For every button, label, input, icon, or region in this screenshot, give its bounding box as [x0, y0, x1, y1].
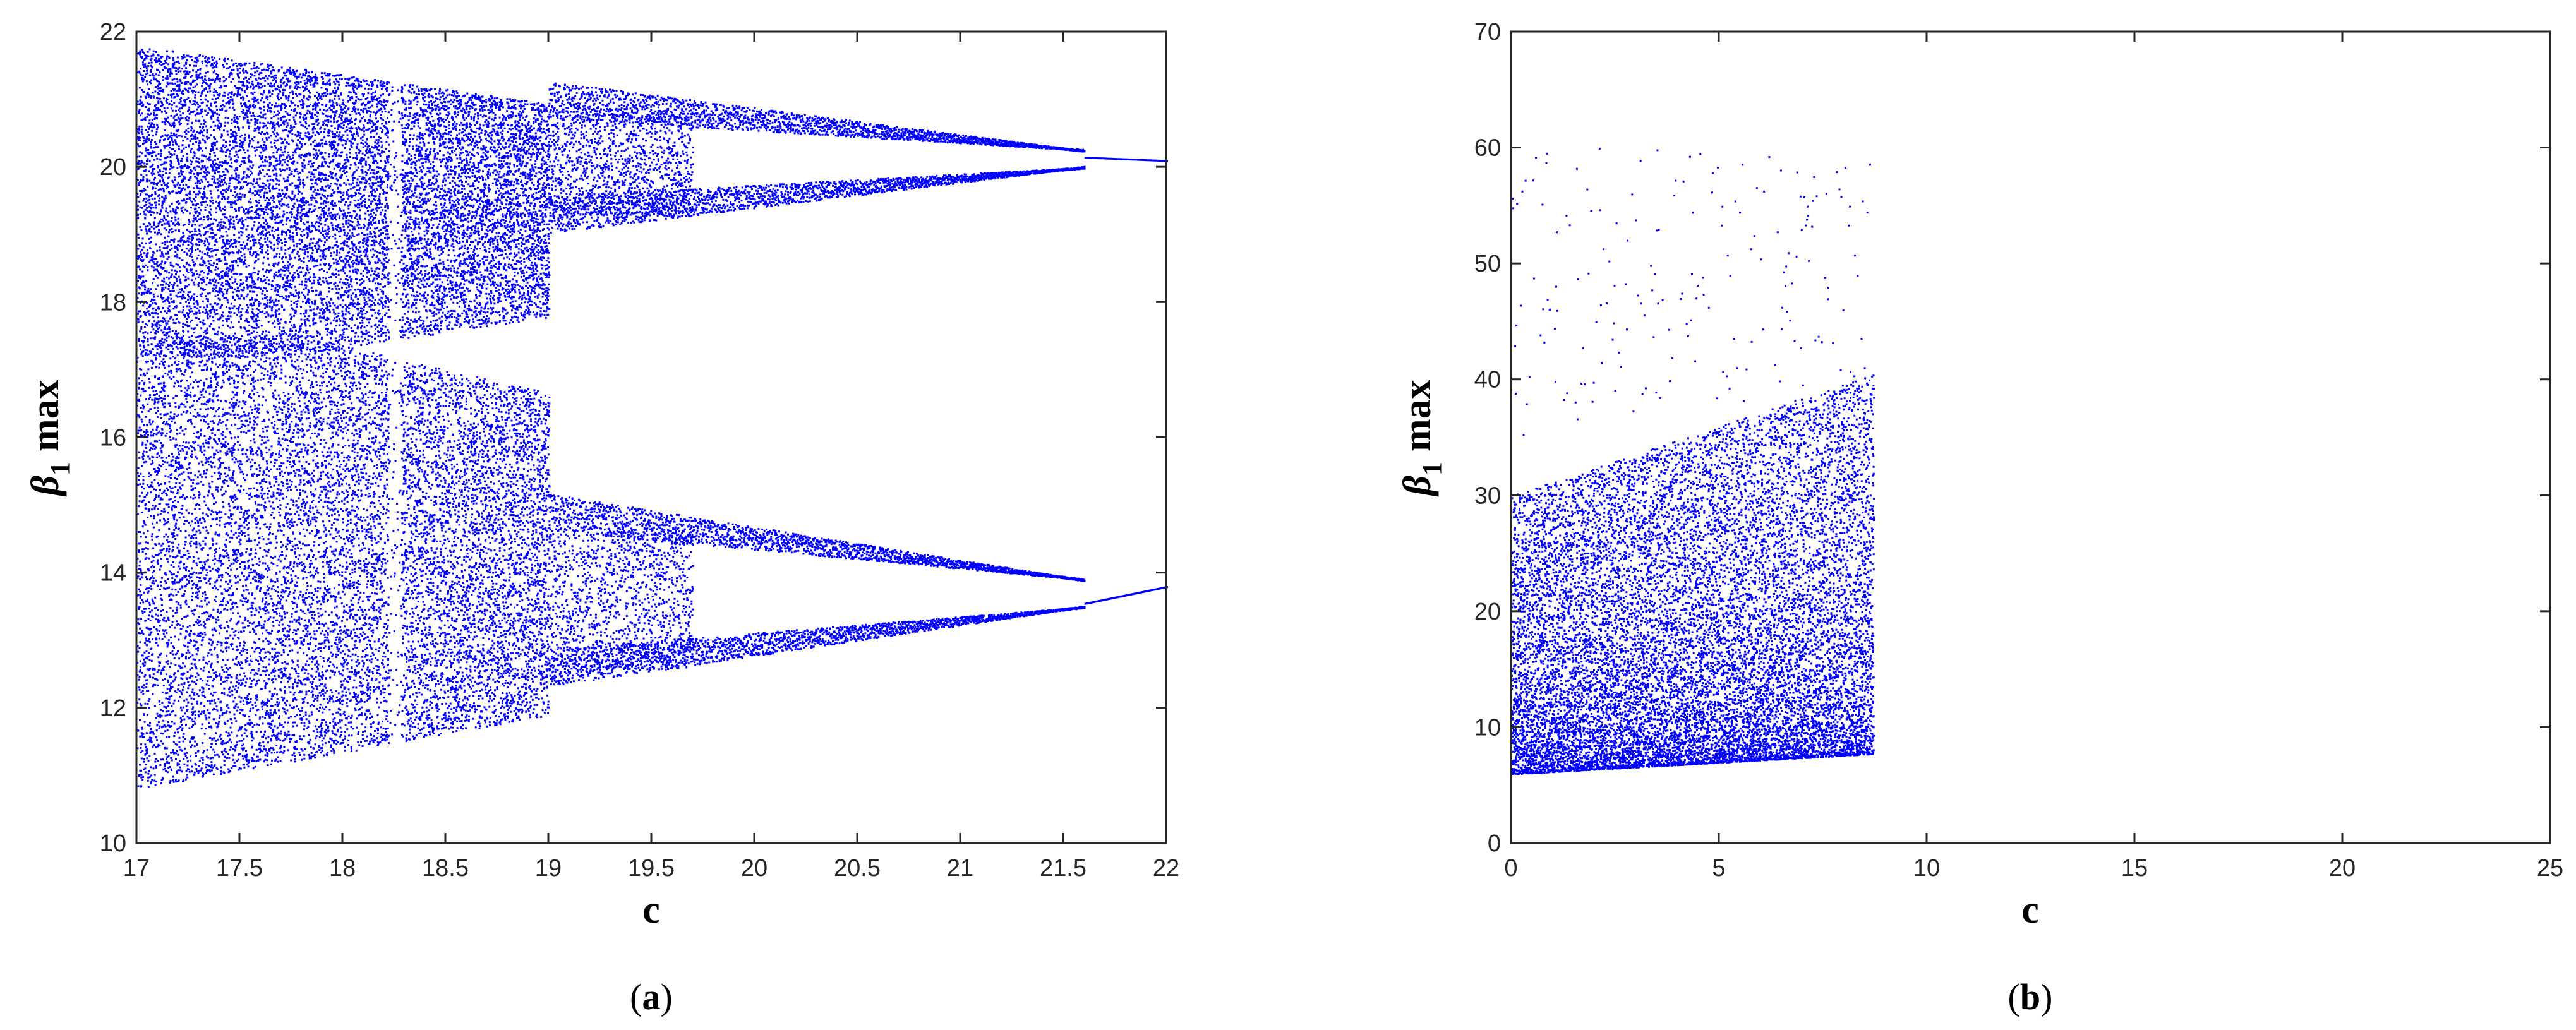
y-tick-label: 22: [100, 19, 126, 45]
y-tick-label: 20: [100, 154, 126, 181]
y-axis-label-symbol-a: β: [24, 476, 67, 497]
x-tick-label: 5: [1712, 855, 1725, 882]
scatter-points-a: [136, 48, 1168, 788]
x-tick-label: 25: [2537, 855, 2563, 882]
caption-b: (b): [2008, 976, 2053, 1017]
caption-b-letter: b: [2020, 976, 2040, 1017]
y-tick-label: 16: [100, 425, 126, 452]
x-tick-label: 21.5: [1040, 855, 1086, 882]
x-tick-label: 18: [329, 855, 356, 882]
x-tick-label: 15: [2121, 855, 2148, 882]
x-tick-label: 17.5: [216, 855, 263, 882]
y-tick-label: 50: [1474, 251, 1501, 277]
y-tick-label: 70: [1474, 19, 1501, 45]
scatter-points-b: [1511, 147, 1875, 775]
x-axis-label-a: c: [642, 889, 660, 931]
caption-a-letter: a: [642, 976, 661, 1017]
svg-text:β1max: β1 max: [24, 380, 76, 496]
x-tick-label: 20: [2329, 855, 2356, 882]
y-tick-label: 60: [1474, 135, 1501, 162]
y-tick-label: 20: [1474, 599, 1501, 625]
x-tick-label: 0: [1504, 855, 1517, 882]
scatter-marks: [136, 48, 1168, 788]
x-tick-label: 20.5: [834, 855, 881, 882]
y-axis-label-suffix-b: max: [1396, 380, 1439, 452]
axis-ticks-b: 0 5 10 15 20 25 0 10 20 30 40 50 60 70: [1474, 19, 2563, 882]
x-tick-label: 10: [1913, 855, 1940, 882]
y-tick-label: 10: [1474, 714, 1501, 741]
x-tick-label: 21: [947, 855, 973, 882]
y-axis-label-a: β1 max: [24, 380, 76, 496]
y-tick-label: 14: [100, 560, 126, 587]
x-tick-label: 22: [1153, 855, 1179, 882]
x-tick-label: 18.5: [422, 855, 469, 882]
y-tick-label: 12: [100, 695, 126, 722]
caption-b-close: ): [2040, 976, 2052, 1017]
y-axis-label-subscript-b: 1: [1417, 462, 1448, 476]
scatter-marks: [1511, 147, 1875, 775]
axis-ticks-a: 17 17.5 18 18.5 19 19.5 20 20.5 21 21.5 22 10 12 14 16…: [100, 19, 1179, 882]
y-tick-label: 40: [1474, 367, 1501, 393]
y-axis-label-b: β1 max: [1396, 380, 1448, 496]
y-tick-label: 30: [1474, 482, 1501, 509]
y-tick-label: 10: [100, 830, 126, 857]
panel-a: 17 17.5 18 18.5 19 19.5 20 20.5 21 21.5 22 10 12 14 16…: [24, 19, 1179, 1017]
y-axis-label-symbol-b: β: [1396, 476, 1439, 497]
panel-b: 0 5 10 15 20 25 0 10 20 30 40 50 60 70 c β1 max (b): [1396, 19, 2563, 1017]
x-axis-label-b: c: [2021, 889, 2039, 931]
caption-a-close: ): [661, 976, 673, 1017]
y-axis-label-suffix-a: max: [24, 380, 67, 452]
plot-frame-b: [1510, 30, 2551, 844]
x-tick-label: 19: [535, 855, 562, 882]
y-tick-label: 0: [1488, 830, 1501, 857]
x-tick-label: 19.5: [628, 855, 675, 882]
caption-b-open: (: [2008, 976, 2020, 1017]
x-tick-label: 17: [123, 855, 150, 882]
svg-text:β1max: β1 max: [1396, 380, 1448, 496]
y-axis-label-subscript-a: 1: [45, 462, 76, 476]
caption-a-open: (: [630, 976, 642, 1017]
y-tick-label: 18: [100, 289, 126, 316]
x-tick-label: 20: [741, 855, 767, 882]
caption-a: (a): [630, 976, 673, 1017]
